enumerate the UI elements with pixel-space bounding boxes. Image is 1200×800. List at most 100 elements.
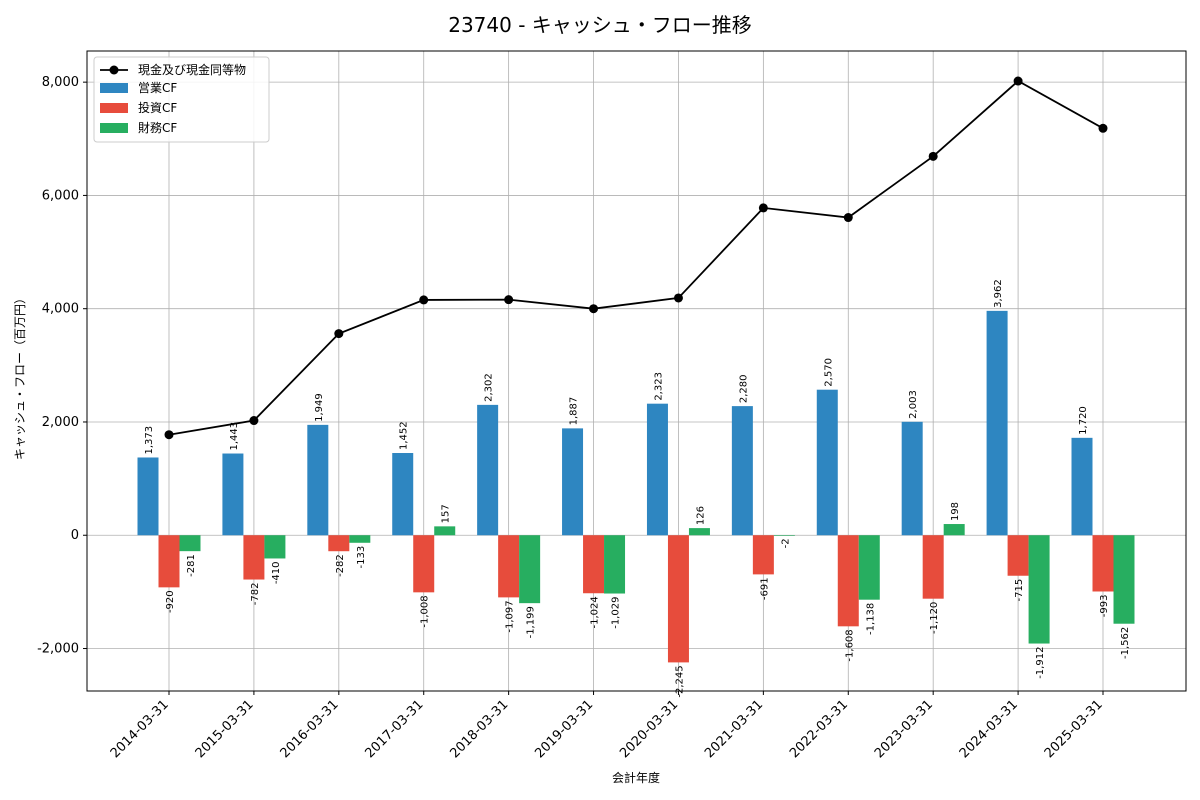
y-tick-label: -2,000 <box>37 642 79 657</box>
bar <box>816 389 838 536</box>
bar-value-label: 1,720 <box>1078 406 1089 435</box>
bar-value-label: -1,024 <box>590 596 601 628</box>
y-tick-label: 4,000 <box>42 302 79 317</box>
bar <box>837 535 859 627</box>
bar-value-label: 1,373 <box>144 426 155 455</box>
x-tick-label: 2020-03-31 <box>617 697 681 761</box>
bar <box>858 535 880 600</box>
legend-bar-swatch <box>100 123 128 133</box>
x-tick-label: 2024-03-31 <box>957 697 1021 761</box>
legend-bar-swatch <box>100 83 128 93</box>
bars <box>137 310 1135 663</box>
bar <box>307 424 329 536</box>
bar <box>752 535 774 575</box>
plot-frame <box>86 50 1187 692</box>
bar <box>1071 437 1093 536</box>
bar <box>179 535 201 552</box>
legend-box <box>93 56 270 143</box>
bar-value-label: 2,570 <box>823 358 834 387</box>
bar <box>519 535 541 604</box>
bar <box>477 404 499 536</box>
bar-value-label: -281 <box>186 554 197 577</box>
x-tick-label: 2017-03-31 <box>363 697 427 761</box>
bar <box>688 528 710 536</box>
cash-line-point <box>1098 123 1108 133</box>
bar-value-label: 1,949 <box>314 393 325 422</box>
bar-value-label: 198 <box>950 502 961 521</box>
cash-line-point <box>1013 76 1023 86</box>
bar <box>1092 535 1114 592</box>
bar-value-label: -1,029 <box>611 597 622 629</box>
bar <box>562 428 584 536</box>
bar <box>583 535 605 594</box>
bar-value-label: 2,323 <box>653 372 664 401</box>
grid <box>87 51 1186 691</box>
bar <box>646 403 668 536</box>
x-tick-label: 2018-03-31 <box>447 697 511 761</box>
bar <box>434 526 456 536</box>
bar <box>604 535 626 594</box>
cash-line-point <box>589 304 599 314</box>
x-tick-label: 2025-03-31 <box>1042 697 1106 761</box>
bar <box>137 457 159 536</box>
bar-value-label: -1,608 <box>844 629 855 661</box>
cash-line-point <box>419 295 429 305</box>
bar <box>498 535 520 598</box>
cash-line-point <box>249 416 259 426</box>
legend-label: 投資CF <box>138 100 177 115</box>
bar-value-label: -1,562 <box>1120 627 1131 659</box>
bar <box>1028 535 1050 644</box>
y-tick-label: 2,000 <box>42 415 79 430</box>
y-tick-label: 0 <box>71 528 79 543</box>
y-tick-label: 6,000 <box>42 188 79 203</box>
cash-line-point <box>928 151 938 161</box>
bar-value-label: -691 <box>759 577 770 600</box>
bar <box>328 535 350 552</box>
cash-line-path <box>168 79 1104 436</box>
legend-label: 営業CF <box>138 81 177 95</box>
legend-label: 現金及び現金同等物 <box>138 62 246 77</box>
bar <box>413 535 435 593</box>
bar-value-label: -2 <box>780 538 791 548</box>
bar-value-label: 2,302 <box>484 373 495 402</box>
bar-value-label: -993 <box>1099 594 1110 617</box>
bar-value-label: -1,912 <box>1035 647 1046 679</box>
y-axis-label: キャッシュ・フロー（百万円） <box>13 292 27 460</box>
x-tick-label: 2014-03-31 <box>108 697 172 761</box>
x-tick-label: 2021-03-31 <box>702 697 766 761</box>
bar <box>158 535 180 588</box>
bar <box>901 421 923 536</box>
cash-line-point <box>504 295 514 305</box>
x-axis-label: 会計年度 <box>612 770 660 785</box>
x-tick-label: 2019-03-31 <box>532 697 596 761</box>
bar-value-label: -282 <box>335 554 346 577</box>
bar-value-label: -782 <box>250 583 261 606</box>
x-tick-label: 2016-03-31 <box>278 697 342 761</box>
x-tick-label: 2015-03-31 <box>193 697 257 761</box>
bar <box>349 535 371 543</box>
bar <box>773 535 795 536</box>
bar-value-label: -715 <box>1014 579 1025 602</box>
bar-value-label: 1,452 <box>399 421 410 450</box>
bar <box>1113 535 1135 624</box>
bar-value-label: 1,443 <box>229 422 240 451</box>
legend-line-marker <box>109 65 119 75</box>
bar-value-label: 2,280 <box>738 374 749 403</box>
bar <box>1007 535 1029 576</box>
bar-value-label: -920 <box>165 590 176 613</box>
bar-value-label: 2,003 <box>908 390 919 419</box>
bar-value-label: -133 <box>356 546 367 569</box>
cash-line-point <box>758 203 768 213</box>
bar-value-label: -1,097 <box>505 600 516 632</box>
bar-value-label: 126 <box>695 506 706 525</box>
bar-value-label: 157 <box>441 504 452 523</box>
cash-line-point <box>164 430 174 440</box>
legend-bar-swatch <box>100 103 128 113</box>
bar-value-label: -410 <box>271 561 282 584</box>
bar <box>222 453 244 536</box>
bar <box>731 406 753 536</box>
data-labels: 1,373 1,443 1,949 1,452 2,302 1,887 2,323 2,280… <box>144 279 1131 697</box>
bar-value-label: -2,245 <box>674 665 685 697</box>
